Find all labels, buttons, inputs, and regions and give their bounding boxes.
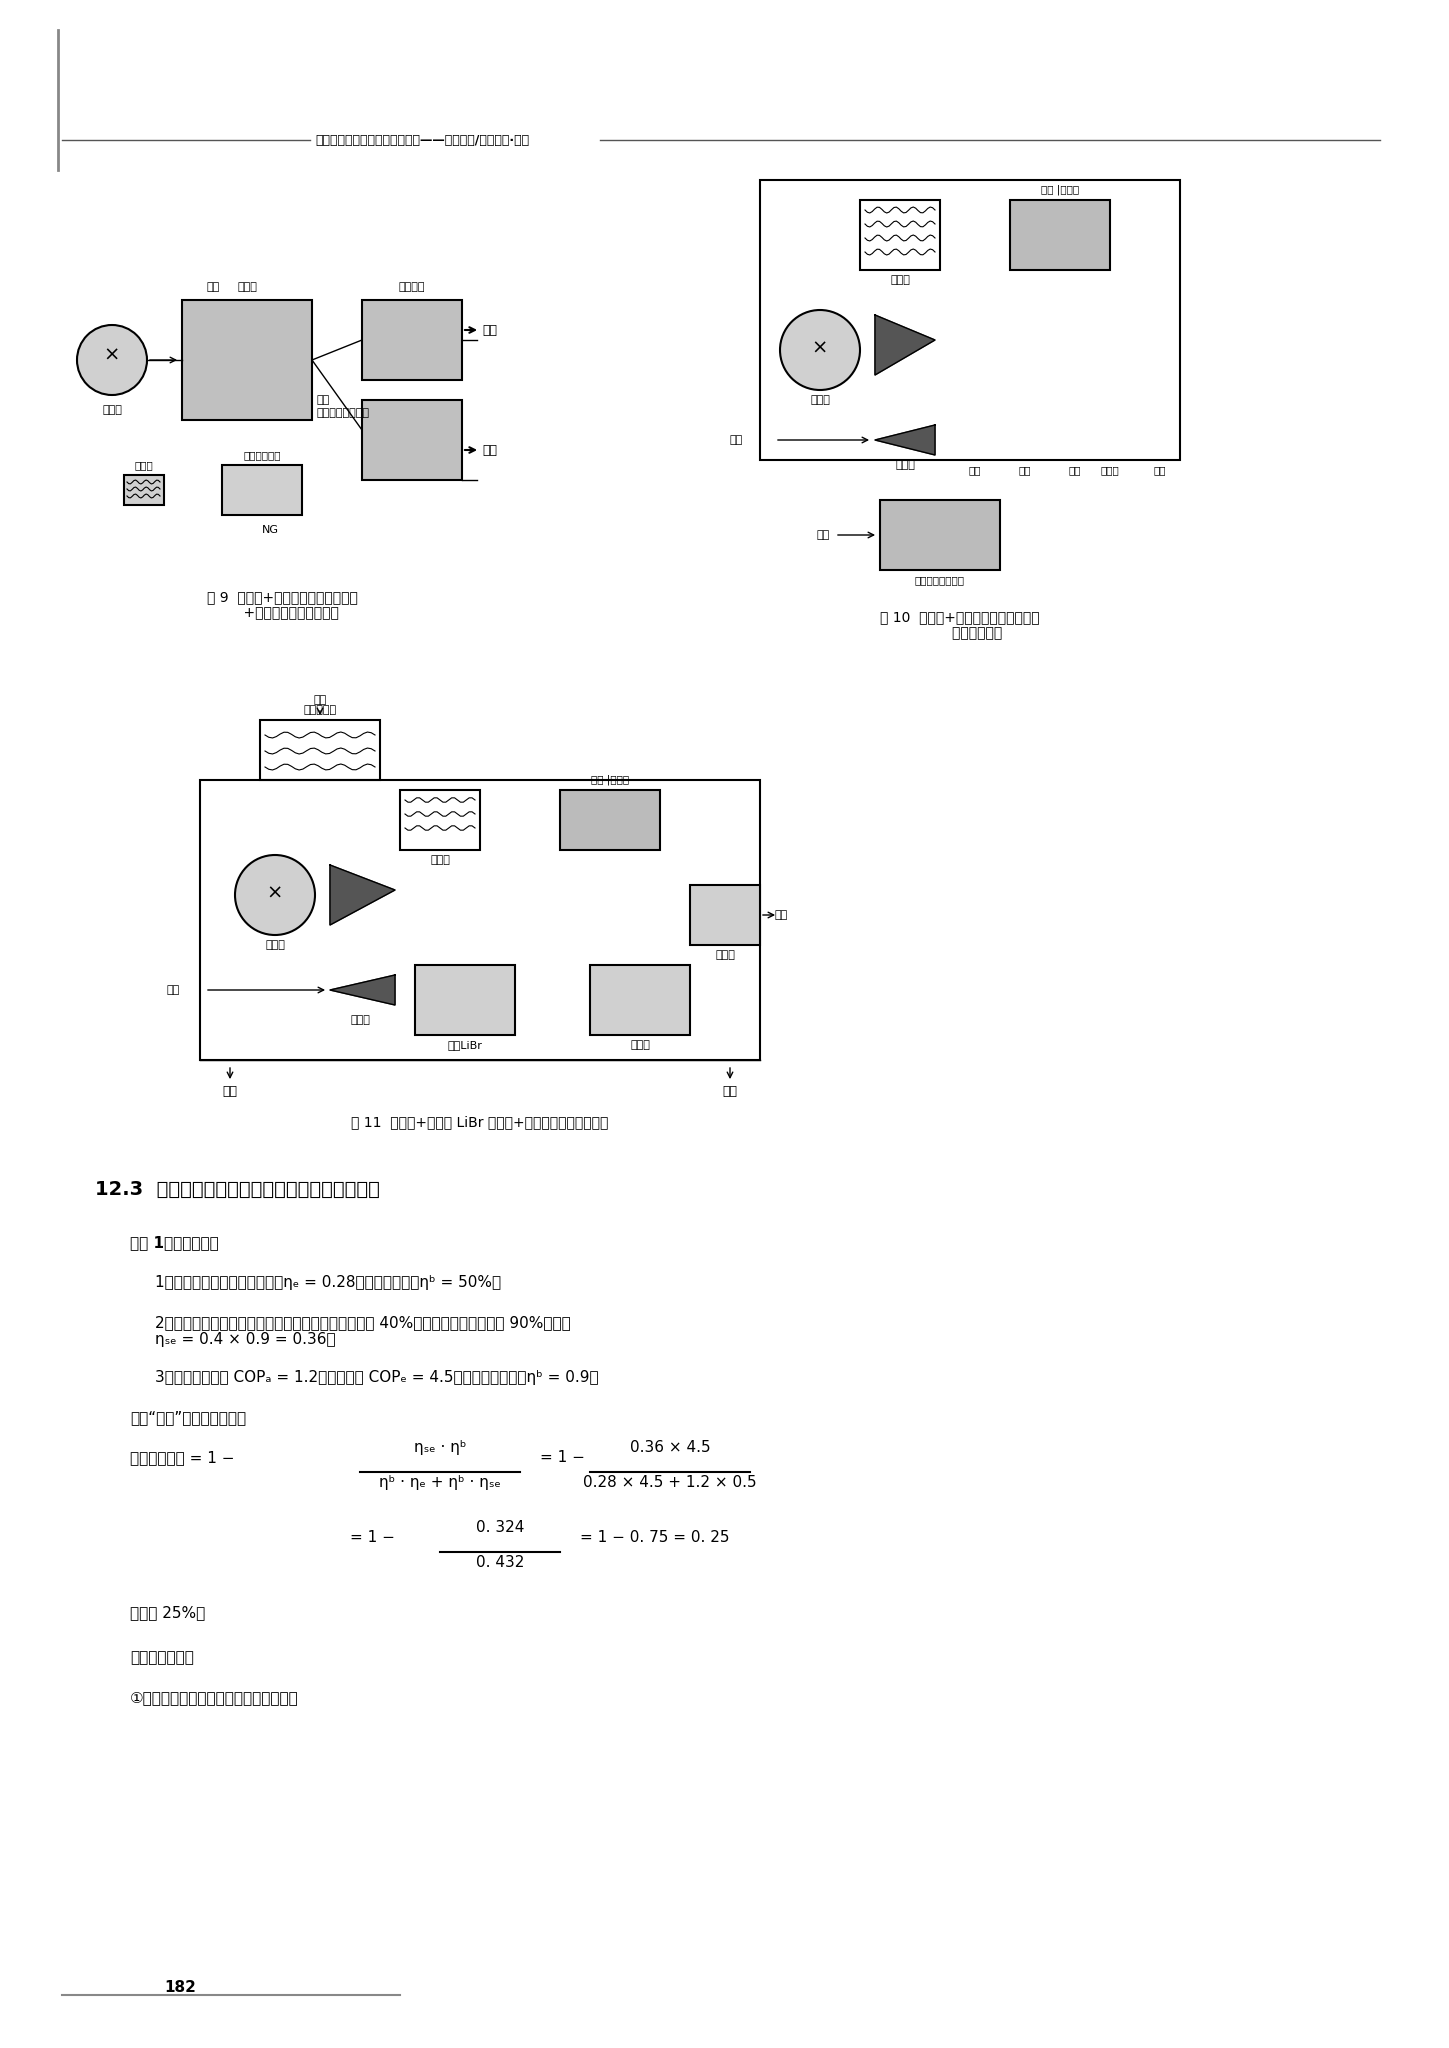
Bar (559, 791, 659, 850)
Bar (362, 399, 462, 479)
Text: 供热期节能率 = 1 −: 供热期节能率 = 1 − (130, 1450, 235, 1464)
Circle shape (77, 326, 146, 395)
Text: 电制冷机: 电制冷机 (398, 283, 425, 293)
Text: 0.36 × 4.5: 0.36 × 4.5 (630, 1440, 710, 1454)
Text: = 1 − 0. 75 = 0. 25: = 1 − 0. 75 = 0. 25 (580, 1530, 729, 1544)
Text: 缸套水换热器: 缸套水换热器 (243, 451, 281, 461)
Text: 中冷器: 中冷器 (135, 461, 154, 469)
Text: ηₛₑ · ηᵇ: ηₛₑ · ηᵇ (414, 1440, 467, 1454)
Bar (1010, 201, 1110, 270)
Text: 燃料: 燃料 (817, 530, 830, 541)
Text: 补燃型余热直燃机: 补燃型余热直燃机 (317, 408, 369, 418)
Bar (259, 721, 380, 780)
Text: 空气: 空气 (730, 434, 743, 444)
Text: 透平机: 透平机 (1101, 465, 1120, 475)
Text: 发电机: 发电机 (101, 406, 122, 416)
Polygon shape (875, 426, 935, 455)
Text: NG: NG (262, 524, 280, 535)
Text: 182: 182 (164, 1980, 196, 1995)
Bar (590, 965, 690, 1034)
Text: 0. 324: 0. 324 (475, 1520, 525, 1536)
Text: 内燃机: 内燃机 (238, 283, 256, 293)
Text: 空气: 空气 (167, 985, 180, 995)
Text: 排气: 排气 (775, 909, 788, 920)
Text: 压气机: 压气机 (895, 461, 914, 469)
Text: 2）电网公司以目前煤电为主的各地区较高的发电效率 40%计算，电网输配效率按 90%计算，
ηₛₑ = 0.4 × 0.9 = 0.36；: 2）电网公司以目前煤电为主的各地区较高的发电效率 40%计算，电网输配效率按 9… (155, 1315, 571, 1348)
Bar (362, 299, 462, 381)
Bar (125, 475, 164, 506)
Bar (200, 780, 759, 1061)
Polygon shape (330, 864, 396, 926)
Text: 回热器: 回热器 (430, 854, 451, 864)
Text: 3）渴化锂制冷机 COPₐ = 1.2，电制冷机 COPₑ = 4.5，燃气锅炉热效率ηᵇ = 0.9。: 3）渴化锂制冷机 COPₐ = 1.2，电制冷机 COPₑ = 4.5，燃气锅炉… (155, 1370, 598, 1384)
Text: 电制冷: 电制冷 (630, 1040, 651, 1051)
Text: 《例 1》设定条件：: 《例 1》设定条件： (130, 1235, 219, 1249)
Bar (183, 299, 312, 420)
Bar (414, 965, 514, 1034)
Text: ×: × (811, 338, 829, 358)
Text: 补燃型余热直燃机: 补燃型余热直燃机 (914, 575, 965, 586)
Text: 图 11  微燃机+热水型 LiBr 制冷机+电制冷机的联供示意图: 图 11 微燃机+热水型 LiBr 制冷机+电制冷机的联供示意图 (351, 1114, 609, 1128)
Text: = 1 −: = 1 − (351, 1530, 396, 1544)
Text: 燃料 |燃烧室: 燃料 |燃烧室 (591, 774, 629, 784)
Text: 0. 432: 0. 432 (475, 1554, 525, 1571)
Polygon shape (330, 975, 396, 1006)
Text: ηᵇ · ηₑ + ηᵇ · ηₛₑ: ηᵇ · ηₑ + ηᵇ · ηₛₑ (380, 1475, 501, 1491)
Text: 图 10  微燃机+余热直燃机（补燃型）
        的联供示意图: 图 10 微燃机+余热直燃机（补燃型） 的联供示意图 (880, 610, 1040, 641)
Text: 节能率 25%。: 节能率 25%。 (130, 1606, 206, 1620)
Text: 热水LiBr: 热水LiBr (448, 1040, 483, 1051)
Text: 烟气: 烟气 (313, 694, 326, 705)
Text: 12.3  燃气冷热电联供系统的能量消耗分析计算例: 12.3 燃气冷热电联供系统的能量消耗分析计算例 (96, 1180, 380, 1198)
Text: 供冷: 供冷 (483, 324, 497, 336)
Polygon shape (875, 315, 935, 375)
Text: 供热: 供热 (223, 1085, 238, 1098)
Text: 烟气: 烟气 (1069, 465, 1081, 475)
Bar (690, 885, 759, 944)
Text: 图 9  内燃机+余热直燃机（补燃型）
    +电制冷机的联供示意图: 图 9 内燃机+余热直燃机（补燃型） +电制冷机的联供示意图 (207, 590, 358, 621)
Text: 0.28 × 4.5 + 1.2 × 0.5: 0.28 × 4.5 + 1.2 × 0.5 (582, 1475, 756, 1491)
Text: 透平机: 透平机 (714, 950, 735, 961)
Text: 供冷: 供冷 (723, 1085, 738, 1098)
Text: 全国民用建筑工程设计技术措施——节能专篇/暖通空调·动力: 全国民用建筑工程设计技术措施——节能专篇/暖通空调·动力 (314, 133, 529, 147)
Bar (880, 500, 1000, 569)
Text: ×: × (104, 346, 120, 365)
Text: 发电机: 发电机 (265, 940, 285, 950)
Text: 回热器: 回热器 (890, 274, 910, 285)
Text: 1）所选用的燃气轮机发电效率ηₑ = 0.28，余热利用效率ηᵇ = 50%；: 1）所选用的燃气轮机发电效率ηₑ = 0.28，余热利用效率ηᵇ = 50%； (155, 1276, 501, 1290)
Bar (400, 791, 480, 850)
Text: 供热: 供热 (969, 465, 981, 475)
Text: 排气: 排气 (1153, 465, 1166, 475)
Text: ①冷负荷全部由余热渴化锂制冷供应时：: ①冷负荷全部由余热渴化锂制冷供应时： (130, 1690, 298, 1706)
Text: 燃料 |燃烧室: 燃料 |燃烧室 (1040, 184, 1080, 195)
Text: 计算“联供”系统的节能率：: 计算“联供”系统的节能率： (130, 1409, 246, 1425)
Text: 烟气换热器: 烟气换热器 (303, 705, 336, 715)
Text: ×: × (267, 883, 283, 903)
Text: = 1 −: = 1 − (540, 1450, 585, 1464)
Bar (222, 465, 301, 514)
Text: 供热: 供热 (483, 444, 497, 457)
Bar (759, 180, 1179, 461)
Text: 压气机: 压气机 (351, 1016, 369, 1024)
Text: 供冷: 供冷 (1019, 465, 1032, 475)
Text: 供冷期节能率：: 供冷期节能率： (130, 1651, 194, 1665)
Text: 发电机: 发电机 (810, 395, 830, 406)
Circle shape (780, 309, 861, 389)
Text: 燃料: 燃料 (207, 283, 220, 293)
Circle shape (235, 854, 314, 936)
Text: 烟气: 烟气 (317, 395, 330, 406)
Bar (861, 201, 940, 270)
